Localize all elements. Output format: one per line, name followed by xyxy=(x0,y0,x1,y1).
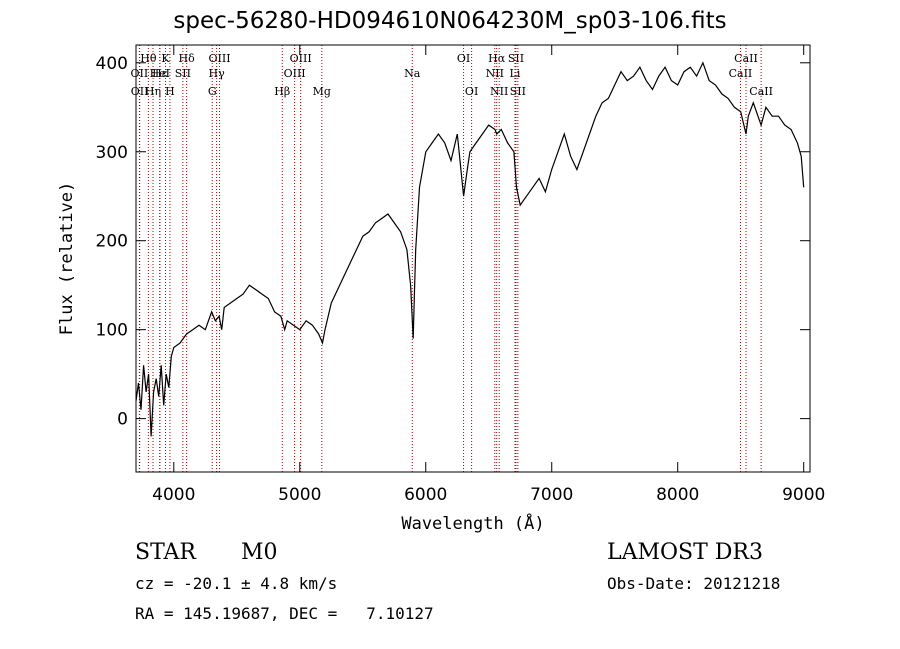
y-axis-label: Flux (relative) xyxy=(57,182,77,336)
line-marker-label: NII xyxy=(486,67,504,80)
x-axis-label: Wavelength (Å) xyxy=(401,512,544,534)
object-class: STAR xyxy=(135,540,196,565)
line-marker-label: OII xyxy=(131,67,149,80)
line-marker-label: SII xyxy=(175,67,191,80)
y-tick-label: 300 xyxy=(96,143,128,163)
line-marker-label: SII xyxy=(508,52,524,65)
line-marker-label: CaII xyxy=(734,52,758,65)
line-marker-label: Hε xyxy=(152,67,168,80)
line-marker-label: OIII xyxy=(208,52,230,65)
line-marker-label: Hθ xyxy=(140,52,157,65)
line-marker-label: Hη xyxy=(145,85,161,98)
line-marker-label: NII xyxy=(490,85,508,98)
line-marker-label: H xyxy=(165,85,175,98)
chart-title: spec-56280-HD094610N064230M_sp03-106.fit… xyxy=(173,8,727,34)
x-tick-label: 4000 xyxy=(152,485,195,505)
line-marker-label: Mg xyxy=(313,85,331,98)
x-tick-label: 6000 xyxy=(404,485,447,505)
line-marker-label: Hα xyxy=(488,52,506,65)
object-subclass: M0 xyxy=(241,540,278,565)
line-marker-label: G xyxy=(208,85,217,98)
line-marker-label: Li xyxy=(510,67,521,80)
obs-date-text: Obs-Date: 20121218 xyxy=(607,574,781,593)
x-tick-label: 8000 xyxy=(656,485,699,505)
redshift-text: cz = -20.1 ± 4.8 km/s xyxy=(135,574,338,593)
line-marker-label: SII xyxy=(510,85,526,98)
line-marker-label: OIII xyxy=(290,52,312,65)
line-marker-label: CaII xyxy=(729,67,753,80)
plot-frame xyxy=(135,44,811,473)
x-tick-label: 5000 xyxy=(278,485,321,505)
survey-label: LAMOST DR3 xyxy=(607,540,763,565)
x-tick-label: 7000 xyxy=(530,485,573,505)
line-marker-label: Hδ xyxy=(179,52,196,65)
line-marker-label: Hγ xyxy=(209,67,226,80)
y-tick-label: 100 xyxy=(96,321,128,341)
y-tick-label: 400 xyxy=(96,54,128,74)
line-marker-label: Na xyxy=(404,67,421,80)
x-tick-label: 9000 xyxy=(782,485,825,505)
axes-layer: 4000 5000 6000 7000 8000 9000 0 100 200 300 400 Wav… xyxy=(57,44,825,534)
line-marker-label: OII xyxy=(131,85,149,98)
line-marker-label: Hβ xyxy=(274,85,290,98)
line-marker-label: OI xyxy=(465,85,478,98)
y-tick-label: 200 xyxy=(96,232,128,252)
y-tick-label: 0 xyxy=(117,410,128,430)
line-marker-label: OIII xyxy=(284,67,306,80)
line-marker-label: OI xyxy=(457,52,470,65)
spectrum-layer xyxy=(135,61,805,437)
line-marker-label: HeI xyxy=(150,67,170,80)
spectrum-line xyxy=(135,61,805,437)
line-marker-label: CaII xyxy=(749,85,773,98)
coordinates-text: RA = 145.19687, DEC = 7.10127 xyxy=(135,604,434,623)
line-marker-label: K xyxy=(161,52,170,65)
